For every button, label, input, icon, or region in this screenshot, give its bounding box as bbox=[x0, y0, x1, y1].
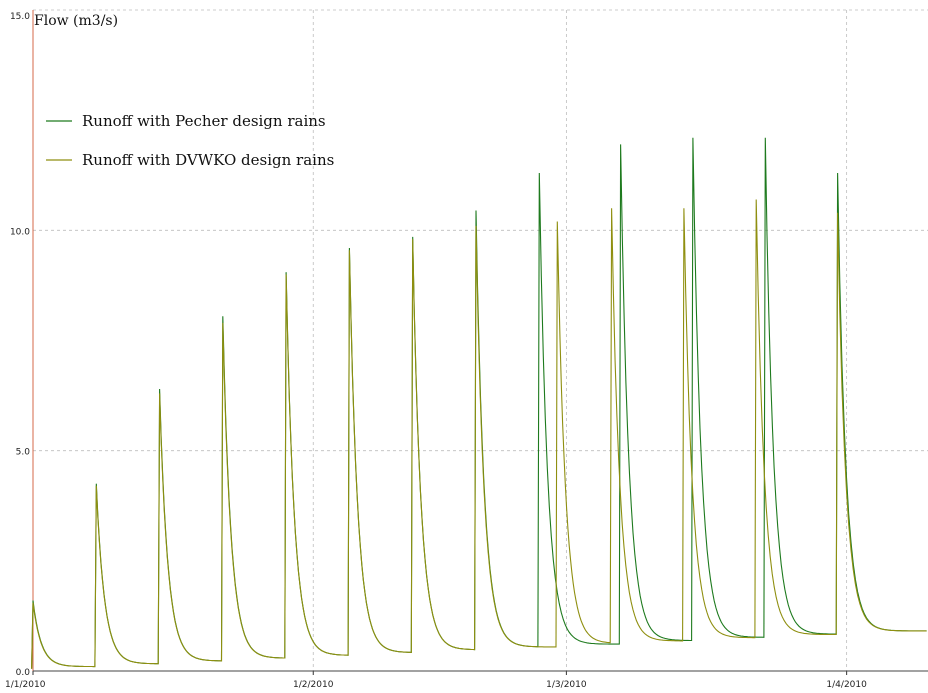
series-layer bbox=[31, 137, 927, 669]
axes bbox=[32, 10, 928, 675]
y-tick-label: 15.0 bbox=[10, 12, 30, 22]
x-tick-label: 1/1/2010 bbox=[5, 680, 46, 690]
legend-label-pecher: Runoff with Pecher design rains bbox=[82, 112, 326, 130]
grid-lines bbox=[33, 9, 928, 671]
x-tick-label: 1/4/2010 bbox=[826, 680, 867, 690]
tick-labels: 0.0 5.0 10.0 15.0 1/1/2010 1/2/2010 1/3/2010 1/… bbox=[5, 12, 867, 690]
series-line-dvwko bbox=[31, 199, 927, 669]
y-axis-label: Flow (m3/s) bbox=[34, 13, 118, 29]
legend-label-dvwko: Runoff with DVWKO design rains bbox=[82, 151, 334, 169]
y-tick-label: 10.0 bbox=[10, 227, 30, 237]
y-tick-label: 5.0 bbox=[16, 448, 31, 458]
series-line-pecher bbox=[31, 137, 927, 669]
legend: Runoff with Pecher design rains Runoff w… bbox=[46, 112, 334, 169]
x-tick-label: 1/2/2010 bbox=[293, 680, 334, 690]
y-tick-label: 0.0 bbox=[16, 668, 31, 678]
x-tick-label: 1/3/2010 bbox=[546, 680, 587, 690]
